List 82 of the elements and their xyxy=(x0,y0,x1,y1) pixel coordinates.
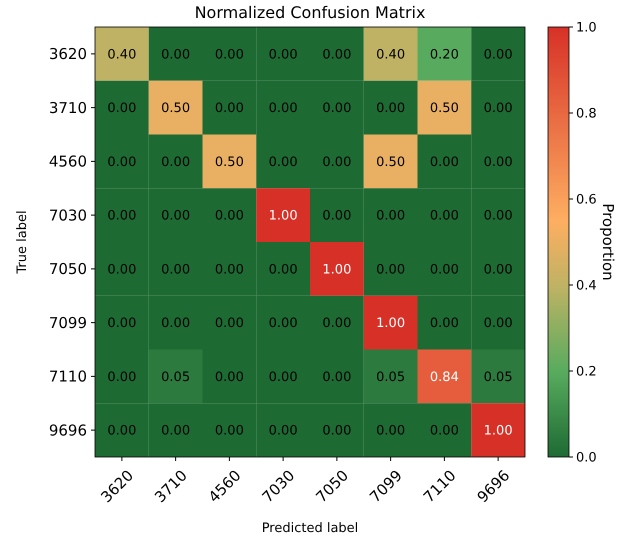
data-label: 0.00 xyxy=(376,101,406,116)
data-label: 0.00 xyxy=(484,262,513,278)
color-bar-label: 0.4 xyxy=(576,278,597,294)
data-label: 0.00 xyxy=(322,154,352,170)
data-label: 0.40 xyxy=(376,47,406,62)
data-label: 0.00 xyxy=(161,316,190,332)
data-label: 0.00 xyxy=(484,154,513,170)
y-tick-label: 9696 xyxy=(48,421,87,440)
color-bar-label: 1.0 xyxy=(576,20,597,36)
data-label: 0.05 xyxy=(484,370,513,385)
data-label: 0.00 xyxy=(376,262,406,278)
y-tick-label: 3710 xyxy=(48,98,87,117)
data-label: 0.00 xyxy=(430,154,459,170)
data-label: 0.40 xyxy=(107,47,136,62)
data-label: 0.00 xyxy=(214,262,244,278)
y-axis-title: True label xyxy=(15,210,30,275)
data-label: 0.00 xyxy=(161,47,190,62)
y-tick-label: 4560 xyxy=(48,152,87,171)
data-label: 0.00 xyxy=(430,424,459,439)
data-label: 0.00 xyxy=(268,47,298,62)
data-label: 0.00 xyxy=(107,424,136,439)
data-label: 0.00 xyxy=(322,316,352,332)
data-label: 0.00 xyxy=(322,208,352,224)
data-label: 0.00 xyxy=(161,154,190,170)
y-tick-label: 7030 xyxy=(48,206,87,224)
data-label: 0.00 xyxy=(322,370,352,385)
data-label: 0.00 xyxy=(161,208,190,224)
data-label: 0.00 xyxy=(107,316,136,332)
data-label: 0.00 xyxy=(214,47,244,62)
data-label: 0.00 xyxy=(322,101,352,116)
data-label: 0.00 xyxy=(214,208,244,224)
data-label: 0.50 xyxy=(376,154,406,170)
color-bar-label: 0.2 xyxy=(576,364,597,380)
color-bar-label: 0.8 xyxy=(576,106,597,122)
data-label: 0.00 xyxy=(214,424,244,439)
data-label: 1.00 xyxy=(322,262,352,278)
data-label: 0.00 xyxy=(268,101,298,116)
data-label: 0.84 xyxy=(430,370,459,385)
data-label: 0.05 xyxy=(161,370,190,385)
data-label: 0.00 xyxy=(376,424,406,439)
data-label: 0.00 xyxy=(107,370,136,385)
data-label: 0.00 xyxy=(268,370,298,385)
color-bar-label: 0.0 xyxy=(576,450,597,466)
data-label: 0.00 xyxy=(484,101,513,116)
data-label: 0.00 xyxy=(268,424,298,439)
data-label: 0.00 xyxy=(214,101,244,116)
data-label: 0.50 xyxy=(161,101,190,116)
data-label: 0.00 xyxy=(268,262,298,278)
y-tick-label: 3620 xyxy=(48,45,87,64)
data-label: 0.00 xyxy=(268,154,298,170)
data-label: 1.00 xyxy=(376,316,406,332)
data-label: 0.20 xyxy=(430,47,459,62)
color-bar-title: Proportion xyxy=(599,203,617,281)
color-bar-label: 0.6 xyxy=(576,192,597,208)
data-label: 0.00 xyxy=(161,262,190,278)
data-label: 0.50 xyxy=(430,101,459,116)
data-label: 1.00 xyxy=(484,424,513,439)
data-label: 0.00 xyxy=(322,424,352,439)
data-label: 0.00 xyxy=(107,154,136,170)
data-label: 0.00 xyxy=(376,208,406,224)
data-label: 0.00 xyxy=(484,208,513,224)
y-tick-label: 7050 xyxy=(48,260,87,278)
data-label: 0.00 xyxy=(430,262,459,278)
data-label: 0.00 xyxy=(107,208,136,224)
x-axis-title: Predicted label xyxy=(262,521,358,536)
data-label: 0.00 xyxy=(107,101,136,116)
data-label: 0.00 xyxy=(214,316,244,332)
data-label: 0.00 xyxy=(107,262,136,278)
data-label: 0.00 xyxy=(430,316,459,332)
data-label: 0.00 xyxy=(484,316,513,332)
data-label: 0.00 xyxy=(430,208,459,224)
data-label: 1.00 xyxy=(268,208,298,224)
data-label: 0.00 xyxy=(322,47,352,62)
data-label: 0.00 xyxy=(268,316,298,332)
data-label: 0.50 xyxy=(214,154,244,170)
data-label: 0.00 xyxy=(161,424,190,439)
data-label: 0.00 xyxy=(214,370,244,385)
data-label: 0.05 xyxy=(376,370,406,385)
y-tick-label: 7110 xyxy=(48,368,87,386)
data-label: 0.00 xyxy=(484,47,513,62)
chart-title: Normalized Confusion Matrix xyxy=(194,3,426,22)
y-tick-label: 7099 xyxy=(48,314,87,332)
